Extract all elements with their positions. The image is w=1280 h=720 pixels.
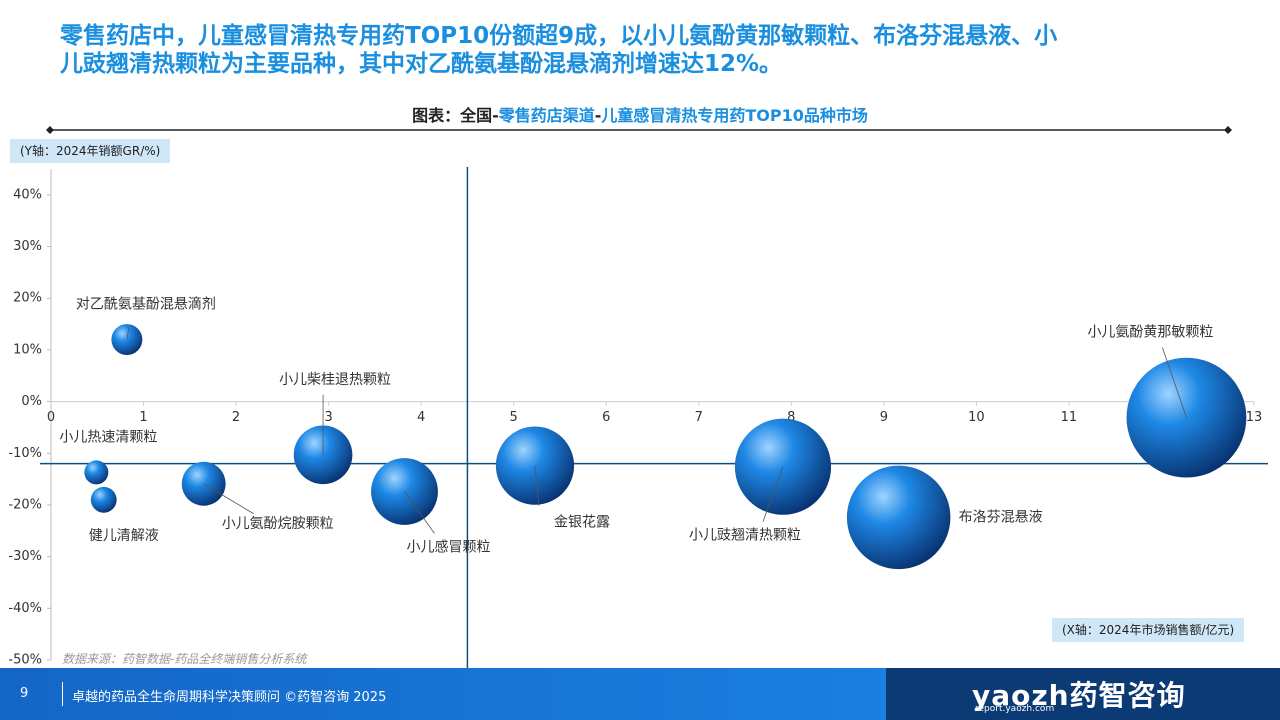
x-tick-label: 9	[880, 410, 888, 425]
y-tick-label: -40%	[8, 601, 42, 616]
y-tick-label: 10%	[13, 342, 42, 357]
y-axis-label: (Y轴：2024年销额GR/%)	[10, 139, 171, 163]
logo: yaozh药智咨询	[972, 679, 1186, 712]
bubble	[111, 324, 143, 356]
page-number: 9	[20, 686, 29, 701]
x-tick-label: 2	[232, 410, 240, 425]
title: 零售药店中，儿童感冒清热专用药TOP10份额超9成，以小儿氨酚黄那敏颗粒、布洛芬…	[60, 22, 1057, 78]
y-tick-label: 30%	[13, 239, 42, 254]
x-tick-label: 7	[695, 410, 703, 425]
bubble-label: 小儿柴桂退热颗粒	[279, 372, 391, 388]
x-tick-label: 4	[417, 410, 425, 425]
logo-url: report.yaozh.com	[975, 704, 1055, 714]
x-tick-label: 13	[1246, 410, 1263, 425]
y-tick-label: -10%	[8, 446, 42, 461]
bubble	[846, 465, 951, 570]
x-tick-label: 1	[139, 410, 147, 425]
y-tick-label: 0%	[21, 394, 42, 409]
leader-line	[203, 483, 254, 515]
footer-logo-area	[886, 668, 1280, 720]
y-tick-label: 20%	[13, 291, 42, 306]
x-tick-label: 0	[47, 410, 55, 425]
title-line: 儿豉翘清热颗粒为主要品种，其中对乙酰氨基酚混悬滴剂增速达12%。	[60, 51, 783, 77]
bubble-label: 金银花露	[554, 515, 610, 531]
x-tick-label: 8	[787, 410, 795, 425]
chart-subtitle: 图表：全国-零售药店渠道-儿童感冒清热专用药TOP10品种市场	[0, 102, 1280, 126]
chart: 40% 30% 20% 10% 0% -10% -20% -30% -40% -50% 0 1 2 3 4 5…	[8, 126, 1268, 668]
footer-bar	[0, 668, 886, 720]
y-tick-label: -20%	[8, 497, 42, 512]
separator	[62, 682, 63, 706]
y-tick-label: 40%	[13, 187, 42, 202]
footer: 9 卓越的药品全生命周期科学决策顾问 ©药智咨询 2025 yaozh药智咨询 …	[0, 668, 1280, 720]
bubble-label: 小儿氨酚黄那敏颗粒	[1087, 324, 1213, 341]
subtitle-part: 图表：全国-	[412, 106, 499, 125]
bubble-label: 健儿清解液	[89, 528, 159, 544]
leader-line	[404, 491, 435, 534]
y-tick-label: -30%	[8, 549, 42, 564]
x-tick-label: 5	[510, 410, 518, 425]
bubble-label: 小儿氨酚烷胺颗粒	[222, 516, 334, 532]
subtitle-part: 零售药店渠道	[498, 106, 595, 125]
bubble-label: 小儿热速清颗粒	[59, 429, 157, 445]
leader-line	[534, 465, 540, 506]
bubble-label: 小儿豉翘清热颗粒	[689, 528, 801, 544]
x-axis-label: (X轴：2024年市场销售额/亿元)	[1052, 618, 1245, 642]
x-tick-label: 10	[968, 410, 985, 425]
x-tick-label: 11	[1061, 410, 1078, 425]
bubble	[1126, 357, 1247, 478]
title-line: 零售药店中，儿童感冒清热专用药TOP10份额超9成，以小儿氨酚黄那敏颗粒、布洛芬…	[60, 23, 1058, 49]
bubble-label: 小儿感冒颗粒	[406, 539, 490, 556]
subtitle-part: -	[594, 106, 602, 125]
bubble	[90, 486, 117, 513]
leader-line	[762, 466, 784, 522]
x-tick-label: 6	[602, 410, 610, 425]
footer-text: 卓越的药品全生命周期科学决策顾问 ©药智咨询 2025	[72, 690, 387, 705]
leader-line	[126, 327, 130, 340]
y-tick-label: -50%	[8, 653, 42, 668]
leader-line	[1162, 347, 1187, 418]
bubble	[84, 460, 109, 485]
subtitle-part: 儿童感冒清热专用药TOP10品种市场	[601, 106, 868, 125]
bubble-label: 布洛芬混悬液	[959, 509, 1043, 525]
bubble-label: 对乙酰氨基酚混悬滴剂	[76, 296, 216, 313]
x-tick-label: 3	[324, 410, 332, 425]
source: 数据来源：药智数据-药品全终端销售分析系统	[62, 652, 307, 666]
